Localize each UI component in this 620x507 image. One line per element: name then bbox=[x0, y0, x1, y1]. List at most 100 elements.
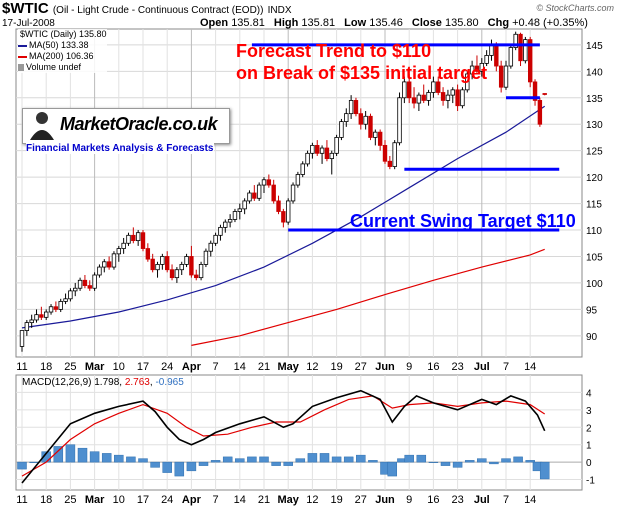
candle-body bbox=[465, 73, 470, 91]
price-candle bbox=[150, 253, 155, 273]
price-candle bbox=[542, 93, 547, 96]
candle-body bbox=[39, 314, 44, 318]
candle-body bbox=[421, 94, 426, 101]
candle-body bbox=[184, 256, 189, 265]
price-candle bbox=[266, 174, 272, 188]
candle-body bbox=[392, 142, 397, 167]
candle-body bbox=[256, 184, 262, 199]
macd-hist-bar bbox=[198, 461, 209, 466]
price-candle bbox=[223, 219, 228, 233]
price-candle bbox=[315, 140, 320, 156]
price-candle bbox=[305, 150, 310, 167]
candle-body bbox=[469, 65, 475, 75]
candle-body bbox=[160, 256, 165, 265]
macd-x-tick-label: 10 bbox=[113, 494, 125, 506]
price-candle bbox=[445, 89, 451, 109]
stockcharts-credit: © StockCharts.com bbox=[536, 3, 614, 13]
price-candle bbox=[281, 208, 286, 228]
candle-body bbox=[179, 264, 184, 271]
macd-hist-bar bbox=[489, 461, 499, 465]
macd-x-tick-label: 9 bbox=[406, 494, 412, 506]
macd-legend: MACD(12,26,9) 1.798, 2.763, -0.965 bbox=[22, 377, 184, 388]
price-candle bbox=[363, 111, 368, 130]
candle-body bbox=[135, 232, 141, 242]
candle-body bbox=[44, 311, 49, 318]
candle-body bbox=[116, 248, 121, 255]
candle-body bbox=[494, 44, 499, 67]
candle-body bbox=[106, 261, 112, 268]
price-candle bbox=[34, 309, 39, 323]
candle-body bbox=[111, 253, 117, 268]
macd-hist-bar bbox=[368, 460, 378, 463]
macd-x-tick-label: 11 bbox=[16, 494, 27, 506]
high-label: High bbox=[273, 17, 299, 29]
price-candle bbox=[39, 306, 44, 320]
candle-body bbox=[339, 121, 344, 138]
candle-body bbox=[203, 250, 209, 265]
price-candle bbox=[169, 264, 175, 281]
candle-body bbox=[373, 131, 378, 138]
macd-hist-bar bbox=[539, 461, 550, 480]
price-x-tick-label: 7 bbox=[503, 361, 509, 373]
macd-x-tick-label: 23 bbox=[451, 494, 463, 506]
price-y-tick-label: 105 bbox=[586, 252, 603, 263]
legend-price: $WTIC (Daily) 135.80 bbox=[20, 29, 107, 39]
price-candle bbox=[131, 227, 136, 244]
candle-body bbox=[145, 248, 151, 260]
price-candle bbox=[344, 108, 349, 127]
price-x-tick-label: 24 bbox=[161, 361, 173, 373]
candle-body bbox=[503, 65, 509, 88]
macd-x-tick-label: 27 bbox=[355, 494, 367, 506]
price-candle bbox=[82, 275, 88, 289]
price-candle bbox=[339, 118, 344, 141]
logo-name: MarketOracle.co.uk bbox=[60, 114, 218, 134]
price-candle bbox=[203, 248, 209, 268]
price-candle bbox=[164, 251, 170, 273]
signal-value: 2.763 bbox=[124, 377, 150, 388]
candle-body bbox=[208, 242, 213, 252]
candle-body bbox=[368, 115, 373, 138]
price-candle bbox=[406, 73, 412, 104]
candle-body bbox=[426, 92, 431, 101]
candle-body bbox=[523, 39, 528, 62]
candle-body bbox=[232, 211, 238, 220]
price-candle bbox=[48, 304, 54, 315]
macd-hist-bar bbox=[17, 461, 27, 470]
candle-body bbox=[324, 147, 330, 160]
candle-body bbox=[397, 97, 402, 144]
candle-body bbox=[87, 285, 92, 289]
price-candle bbox=[140, 230, 146, 252]
candle-body bbox=[92, 274, 97, 289]
macd-hist-bar bbox=[65, 444, 76, 463]
price-candle bbox=[319, 145, 325, 164]
candle-body bbox=[164, 256, 170, 271]
price-candle bbox=[73, 282, 78, 297]
price-candle bbox=[295, 171, 301, 188]
candle-body bbox=[411, 97, 417, 104]
candle-body bbox=[242, 200, 247, 210]
candle-body bbox=[290, 184, 296, 202]
price-candle bbox=[479, 58, 484, 77]
candle-body bbox=[310, 144, 315, 154]
price-candle bbox=[160, 253, 165, 270]
candle-body bbox=[406, 81, 412, 99]
price-x-tick-label: 21 bbox=[258, 361, 270, 373]
candle-body bbox=[24, 322, 30, 331]
price-candle bbox=[106, 256, 112, 270]
candle-body bbox=[358, 113, 363, 125]
candle-body bbox=[329, 152, 334, 160]
macd-y-tick-label: 0 bbox=[586, 458, 592, 469]
macd-x-tick-label: 25 bbox=[64, 494, 76, 506]
price-x-tick-label: 27 bbox=[355, 361, 367, 373]
candle-body bbox=[121, 242, 126, 249]
price-candle bbox=[155, 261, 160, 278]
candle-body bbox=[305, 152, 310, 165]
price-candle bbox=[218, 224, 223, 241]
candle-body bbox=[479, 62, 484, 72]
chg-value: +0.48 (+0.35%) bbox=[512, 17, 588, 29]
candle-body bbox=[348, 100, 354, 115]
price-candle bbox=[290, 182, 296, 204]
price-candle bbox=[537, 97, 543, 127]
candle-body bbox=[198, 264, 204, 279]
price-candle bbox=[276, 195, 281, 215]
